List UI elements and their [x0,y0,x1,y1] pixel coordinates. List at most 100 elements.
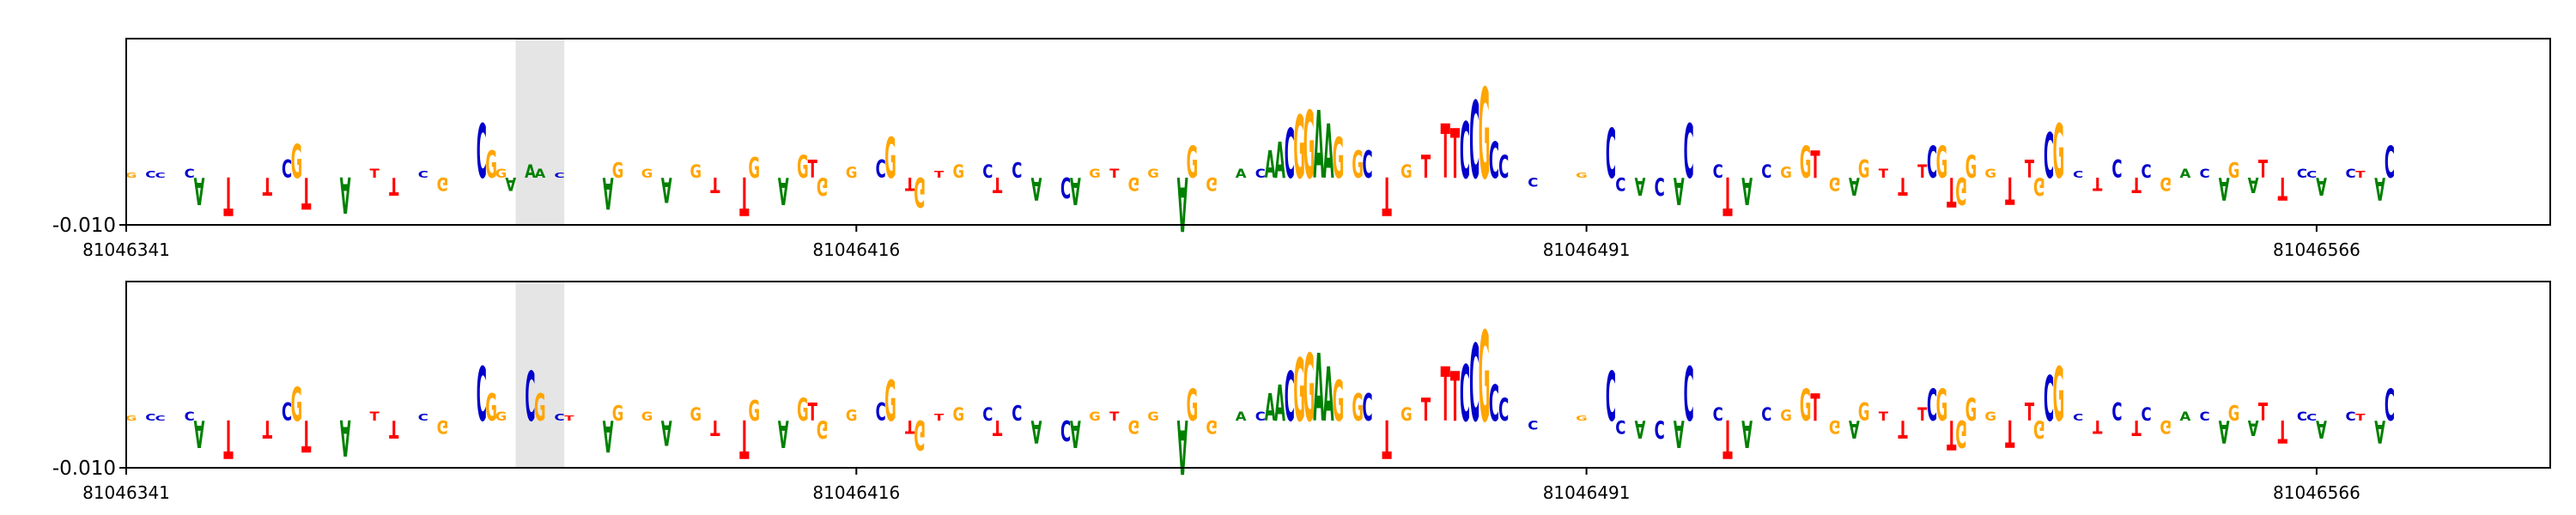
logo-letter-c: C [1460,350,1470,439]
logo-letter-c: C [2044,364,2054,436]
logo-letter-g: G [291,379,303,432]
logo-letter-a: A [778,168,789,211]
logo-letter-c: C [982,403,993,426]
logo-letter-c: C [145,413,155,423]
logo-letter-t: T [1810,386,1820,429]
logo-letter-a: A [2248,172,2259,197]
logo-letter-c: C [2141,403,2151,426]
logo-letter-g: G [1936,137,1948,188]
logo-letter-g: G [1984,409,1996,424]
logo-letter-a: A [1674,411,1685,454]
logo-letter-c: C [876,397,886,427]
logo-letter-a: A [2179,409,2190,424]
logo-letter-a: A [1274,376,1285,433]
logo-letter-g: G [1352,143,1364,186]
logo-letter-t: T [1898,172,1907,201]
logo-letter-g: G [291,136,303,189]
logo-letter-c: C [1489,133,1499,191]
logo-letter-t: T [1109,409,1120,424]
logo-letter-c: C [2306,170,2317,180]
logo-letter-c: C [2073,170,2083,180]
logo-letter-t: T [710,172,720,197]
logo-letter-t: T [2005,411,2015,454]
logo-letter-g: G [1400,161,1413,183]
logo-letter-t: T [905,173,915,195]
logo-letter-g: G [1800,380,1812,431]
logo-letter-t: T [993,172,1003,197]
logo-letter-a: A [1236,167,1247,181]
logo-letter-c: C [1615,415,1625,438]
logo-letter-a: A [340,408,351,465]
logo-letter-c: C [554,172,564,180]
y-tick-label: -0.010 [52,457,116,480]
logo-letter-g: G [1479,64,1491,208]
logo-letter-g: G [914,167,926,215]
logo-letter-g: G [1780,164,1792,182]
logo-letter-g: G [2160,415,2172,438]
plot-frame [125,281,2551,469]
logo-letter-c: C [185,409,195,424]
logo-letter-g: G [485,143,497,186]
logo-letter-a: A [1849,415,1860,444]
logo-letter-g: G [1800,137,1812,188]
logo-letter-t: T [2093,415,2103,438]
logo-letter-g: G [2228,159,2240,185]
logo-letter-g: G [1352,386,1364,429]
logo-letter-a: A [1635,172,1646,201]
logo-letter-g: G [1955,168,1967,211]
logo-letter-t: T [2355,413,2366,423]
logo-letter-g: G [612,159,624,185]
logo-letter-a: A [1674,168,1685,211]
logo-letter-t: T [1441,351,1450,438]
logo-letter-a: A [340,165,351,222]
logo-letter-t: T [301,167,311,218]
logo-letter-c: C [1012,402,1022,427]
logo-letter-g: G [1829,415,1841,438]
logo-letter-a: A [1313,93,1324,201]
logo-letter-a: A [1031,413,1042,449]
logo-letter-t: T [389,415,398,444]
logo-letter-a: A [1849,172,1860,201]
logo-letter-g: G [797,149,809,185]
logo-letter-c: C [1285,115,1295,195]
logo-letter-c: C [1713,403,1723,426]
logo-letter-t: T [2132,415,2142,440]
logo-letter-a: A [2219,413,2230,449]
logo-letter-c: C [1469,80,1479,203]
y-axis: -0.010 [52,215,126,237]
logo-letter-g: G [2053,108,2065,195]
logo-letter-a: A [525,161,536,183]
logo-letter-a: A [603,410,614,461]
logo-letter-c: C [2297,409,2307,424]
logo-letter-g: G [1187,137,1199,188]
logo-letter-g: G [1400,403,1413,426]
logo-letter-g: G [1858,154,1870,184]
logo-letter-t: T [739,408,749,470]
logo-letter-t: T [2278,170,2287,206]
logo-letter-t: T [2278,413,2287,449]
logo-letter-c: C [1927,137,1937,188]
logo-letter-a: A [1635,415,1646,444]
logo-letter-c: C [1498,149,1509,185]
logo-letter-g: G [1089,167,1101,181]
logo-letter-c: C [2199,409,2209,424]
logo-letter-c: C [1761,161,1771,183]
logo-letter-a: A [2219,170,2230,206]
logo-letter-c: C [418,170,428,180]
logo-letter-g: G [1479,307,1491,451]
logo-letter-a: A [1070,411,1081,454]
logo-letter-c: C [282,154,292,184]
logo-letter-a: A [2374,413,2385,449]
logo-letter-g: G [125,172,137,180]
logo-letter-g: G [437,415,449,438]
logo-letter-c: C [477,108,487,195]
logo-letter-c: C [282,397,292,427]
x-tick-label: 81046341 [82,239,170,260]
logo-letter-t: T [223,408,233,470]
logo-letter-t: T [263,415,272,444]
logo-letter-c: C [554,413,564,423]
logo-letter-g: G [1333,370,1345,434]
logo-letter-g: G [1187,380,1199,431]
